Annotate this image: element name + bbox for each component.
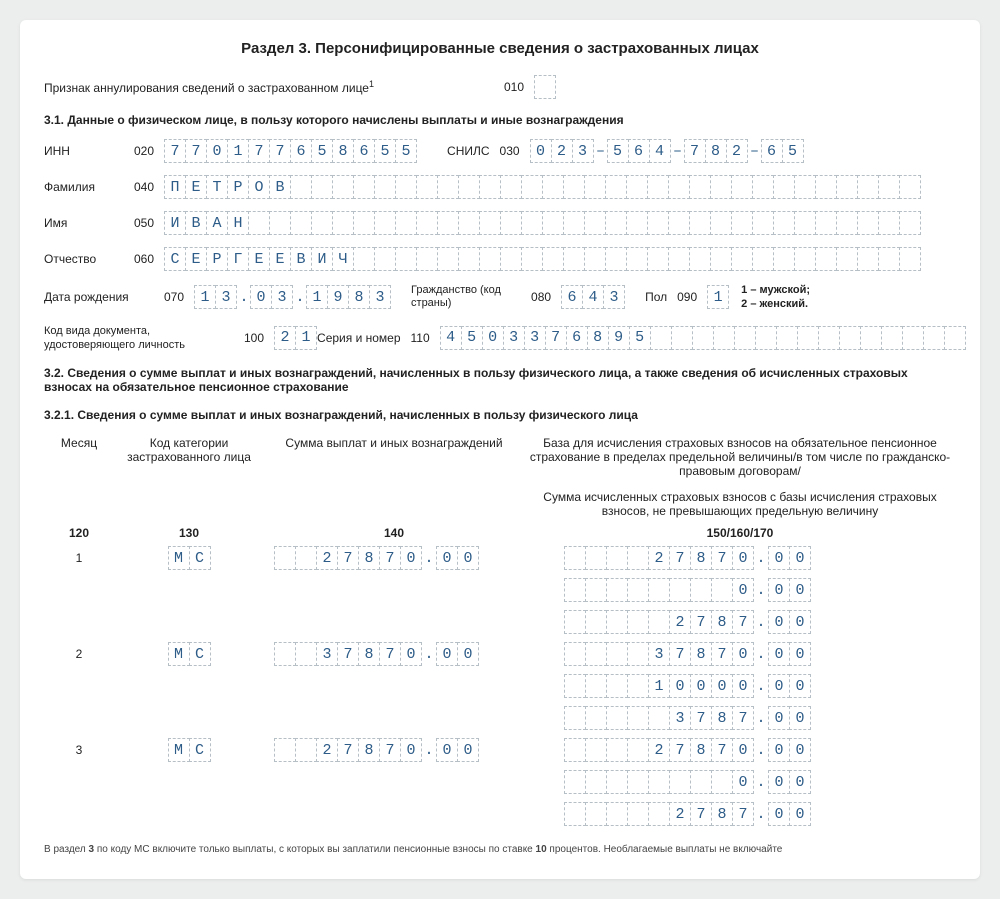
label-snils: СНИЛС: [447, 144, 490, 158]
cells-base[interactable]: 0.00: [564, 770, 811, 794]
row-patronymic: Отчество 060 СЕРГЕЕВИЧ: [44, 247, 956, 271]
cell-month: 2: [44, 647, 114, 661]
cells-base[interactable]: 37870.00: [564, 642, 811, 666]
code-110: 110: [411, 331, 430, 345]
label-sex: Пол: [645, 290, 667, 304]
header-month: Месяц: [44, 434, 114, 480]
cells-surname[interactable]: ПЕТРОВ: [164, 175, 921, 199]
label-docnum: Серия и номер: [317, 331, 400, 345]
label-annul: Признак аннулирования сведений о застрах…: [44, 79, 374, 95]
row-name: Имя 050 ИВАН: [44, 211, 956, 235]
cell-month: 3: [44, 743, 114, 757]
code-060: 060: [134, 252, 154, 266]
code-040: 040: [134, 180, 154, 194]
table-row: 3 МС 27870.00 27870.00: [44, 734, 956, 766]
cells-snils[interactable]: 023–564–782–65: [530, 139, 804, 163]
table-codes-row: 120 130 140 150/160/170: [44, 524, 956, 542]
cells-sum[interactable]: 27870.00: [274, 738, 479, 762]
code-010: 010: [504, 80, 524, 94]
table-row: 2787.00: [44, 798, 956, 830]
table-header-row-1: Месяц Код категории застрахованного лица…: [44, 434, 956, 480]
cells-name[interactable]: ИВАН: [164, 211, 921, 235]
row-annul: Признак аннулирования сведений о застрах…: [44, 75, 956, 99]
row-doc: Код вида документа, удостоверяющего личн…: [44, 324, 956, 353]
cells-doctype[interactable]: 21: [274, 326, 317, 350]
heading-3-2: 3.2. Сведения о сумме выплат и иных возн…: [44, 366, 956, 394]
cells-010[interactable]: [534, 75, 556, 99]
code-140: 140: [264, 524, 524, 542]
cells-dob[interactable]: 13.03.1983: [194, 285, 391, 309]
heading-3-2-1: 3.2.1. Сведения о сумме выплат и иных во…: [44, 408, 956, 422]
code-080: 080: [531, 290, 551, 304]
cells-citizenship[interactable]: 643: [561, 285, 625, 309]
cells-base[interactable]: 0.00: [564, 578, 811, 602]
cells-base[interactable]: 27870.00: [564, 546, 811, 570]
cells-base[interactable]: 2787.00: [564, 610, 811, 634]
cells-docnum[interactable]: 4503376895: [440, 326, 966, 350]
note-gender: 1 – мужской; 2 – женский.: [741, 283, 810, 312]
label-name: Имя: [44, 216, 124, 230]
cells-base[interactable]: 10000.00: [564, 674, 811, 698]
cells-category[interactable]: МС: [168, 546, 211, 570]
cells-sex[interactable]: 1: [707, 285, 729, 309]
cells-inn[interactable]: 770177658655: [164, 139, 417, 163]
code-070: 070: [164, 290, 184, 304]
table-row: 2787.00: [44, 606, 956, 638]
footnote: В раздел 3 по коду МС включите только вы…: [44, 844, 956, 855]
label-doctype: Код вида документа, удостоверяющего личн…: [44, 324, 234, 353]
code-030: 030: [500, 144, 520, 158]
cells-category[interactable]: МС: [168, 738, 211, 762]
header-base-a: База для исчисления страховых взносов на…: [524, 434, 956, 480]
cells-category[interactable]: МС: [168, 642, 211, 666]
header-base-b: Сумма исчисленных страховых взносов с ба…: [524, 488, 956, 520]
row-inn-snils: ИНН 020 770177658655 СНИЛС 030 023–564–7…: [44, 139, 956, 163]
heading-3-1: 3.1. Данные о физическом лице, в пользу …: [44, 113, 956, 127]
code-150: 150/160/170: [524, 524, 956, 542]
table-row: 3787.00: [44, 702, 956, 734]
row-dob: Дата рождения 070 13.03.1983 Гражданство…: [44, 283, 956, 312]
cell-month: 1: [44, 551, 114, 565]
code-050: 050: [134, 216, 154, 230]
label-patronymic: Отчество: [44, 252, 124, 266]
cells-base[interactable]: 27870.00: [564, 738, 811, 762]
code-130: 130: [114, 524, 264, 542]
table-header-row-2: Сумма исчисленных страховых взносов с ба…: [44, 488, 956, 520]
code-120: 120: [44, 524, 114, 542]
label-inn: ИНН: [44, 144, 124, 158]
header-sum: Сумма выплат и иных вознаграждений: [264, 434, 524, 480]
table-row: 0.00: [44, 574, 956, 606]
table-row: 0.00: [44, 766, 956, 798]
label-citizenship: Гражданство (код страны): [411, 284, 521, 310]
code-100: 100: [244, 331, 264, 345]
table-row: 1 МС 27870.00 27870.00: [44, 542, 956, 574]
cells-sum[interactable]: 27870.00: [274, 546, 479, 570]
code-090: 090: [677, 290, 697, 304]
label-surname: Фамилия: [44, 180, 124, 194]
code-020: 020: [134, 144, 154, 158]
row-surname: Фамилия 040 ПЕТРОВ: [44, 175, 956, 199]
cells-patronymic[interactable]: СЕРГЕЕВИЧ: [164, 247, 921, 271]
label-dob: Дата рождения: [44, 290, 154, 304]
table-row: 2 МС 37870.00 37870.00: [44, 638, 956, 670]
cells-sum[interactable]: 37870.00: [274, 642, 479, 666]
cells-base[interactable]: 3787.00: [564, 706, 811, 730]
table-row: 10000.00: [44, 670, 956, 702]
header-cat: Код категории застрахованного лица: [114, 434, 264, 480]
section-title: Раздел 3. Персонифицированные сведения о…: [44, 40, 956, 57]
form-sheet: Раздел 3. Персонифицированные сведения о…: [20, 20, 980, 879]
table-body: 1 МС 27870.00 27870.00 0.00 2787.00 2 МС 37870.0…: [44, 542, 956, 830]
